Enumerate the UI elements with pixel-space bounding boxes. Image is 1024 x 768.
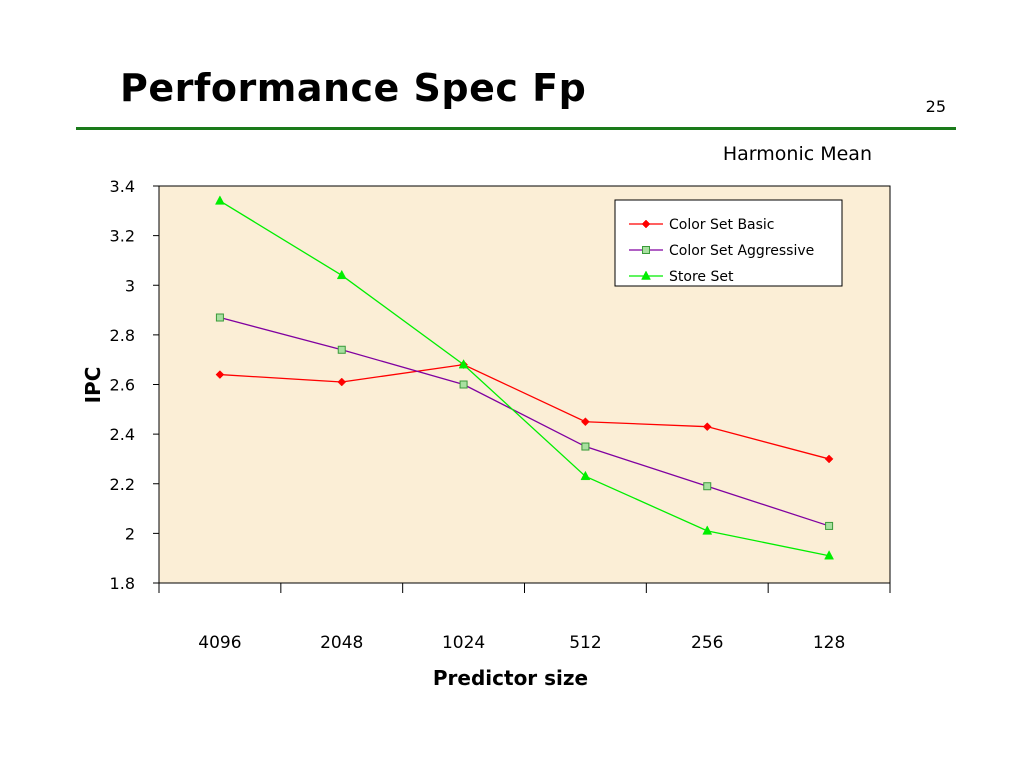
- x-tick-label: 128: [813, 633, 845, 653]
- slide-title: Performance Spec Fp: [120, 66, 587, 110]
- y-tick-label: 2: [125, 524, 135, 543]
- legend-item: Store Set: [629, 269, 734, 285]
- legend-box: [614, 199, 843, 287]
- y-tick-label: 2.8: [110, 326, 135, 345]
- series-line: [219, 363, 830, 460]
- data-point: [580, 470, 591, 481]
- legend-label: Store Set: [669, 269, 734, 285]
- legend-swatch-marker: [642, 246, 650, 254]
- series-3: [215, 195, 834, 560]
- x-tick-label: 4096: [198, 633, 241, 653]
- legend-label: Color Set Aggressive: [669, 243, 814, 259]
- series-layer: [215, 195, 834, 560]
- data-point: [336, 269, 347, 280]
- legend-swatch-marker: [641, 219, 651, 229]
- data-point: [581, 417, 590, 427]
- x-tick-label: 2048: [320, 633, 363, 653]
- data-point: [824, 550, 834, 560]
- data-point: [702, 422, 712, 432]
- x-axis: 4096 2048 1024 512 256 128: [158, 582, 891, 653]
- legend: Color Set Basic Color Set Aggressive Store…: [614, 199, 843, 287]
- legend-item: Color Set Aggressive: [629, 243, 814, 259]
- data-point: [337, 345, 346, 354]
- series-line: [219, 200, 830, 557]
- legend-swatch-marker: [641, 270, 651, 280]
- data-point: [337, 377, 347, 387]
- y-tick-label: 2.6: [110, 376, 135, 395]
- title-divider: [76, 127, 956, 130]
- data-point: [581, 442, 590, 451]
- data-point: [215, 313, 224, 322]
- y-tick-label: 3.4: [110, 177, 135, 196]
- data-point: [824, 454, 834, 464]
- y-tick-label: 2.2: [110, 475, 135, 494]
- x-tick-label: 1024: [442, 633, 485, 653]
- chart-title: Harmonic Mean: [723, 143, 872, 165]
- y-tick-label: 3.2: [110, 227, 135, 246]
- data-point: [215, 195, 225, 205]
- data-point: [459, 380, 468, 389]
- legend-item: Color Set Basic: [629, 217, 775, 233]
- series-1: [215, 360, 834, 464]
- y-axis-label: IPC: [81, 367, 105, 404]
- data-point: [702, 525, 713, 535]
- legend-label: Color Set Basic: [669, 217, 775, 233]
- data-point: [703, 482, 712, 491]
- x-tick-label: 256: [691, 633, 723, 653]
- y-tick-label: 3: [125, 276, 135, 295]
- y-tick-label: 1.8: [110, 574, 135, 593]
- data-point: [215, 370, 225, 379]
- series-2: [215, 313, 834, 530]
- slide-number: 25: [925, 97, 946, 116]
- x-tick-label: 512: [569, 633, 601, 653]
- y-tick-label: 2.4: [110, 425, 135, 444]
- x-axis-label: Predictor size: [433, 666, 588, 690]
- data-point: [458, 359, 469, 369]
- data-point: [825, 521, 834, 530]
- y-axis: 1.8 2 2.2 2.4 2.6 2.8 3 3.2 3.4: [110, 177, 160, 593]
- series-line: [219, 316, 830, 527]
